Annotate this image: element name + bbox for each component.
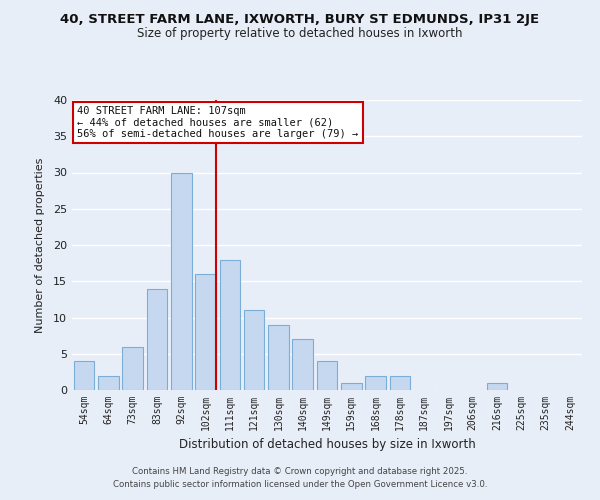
Bar: [341, 383, 362, 390]
Bar: [244, 310, 265, 390]
X-axis label: Distribution of detached houses by size in Ixworth: Distribution of detached houses by size …: [179, 438, 475, 452]
Bar: [487, 383, 508, 390]
Text: Contains HM Land Registry data © Crown copyright and database right 2025.: Contains HM Land Registry data © Crown c…: [132, 467, 468, 476]
Bar: [74, 361, 94, 390]
Bar: [317, 361, 337, 390]
Y-axis label: Number of detached properties: Number of detached properties: [35, 158, 44, 332]
Bar: [268, 325, 289, 390]
Text: Contains public sector information licensed under the Open Government Licence v3: Contains public sector information licen…: [113, 480, 487, 489]
Bar: [171, 172, 191, 390]
Bar: [98, 376, 119, 390]
Text: 40, STREET FARM LANE, IXWORTH, BURY ST EDMUNDS, IP31 2JE: 40, STREET FARM LANE, IXWORTH, BURY ST E…: [61, 12, 539, 26]
Bar: [195, 274, 216, 390]
Bar: [122, 346, 143, 390]
Bar: [365, 376, 386, 390]
Bar: [292, 339, 313, 390]
Text: Size of property relative to detached houses in Ixworth: Size of property relative to detached ho…: [137, 28, 463, 40]
Text: 40 STREET FARM LANE: 107sqm
← 44% of detached houses are smaller (62)
56% of sem: 40 STREET FARM LANE: 107sqm ← 44% of det…: [77, 106, 358, 139]
Bar: [389, 376, 410, 390]
Bar: [146, 288, 167, 390]
Bar: [220, 260, 240, 390]
